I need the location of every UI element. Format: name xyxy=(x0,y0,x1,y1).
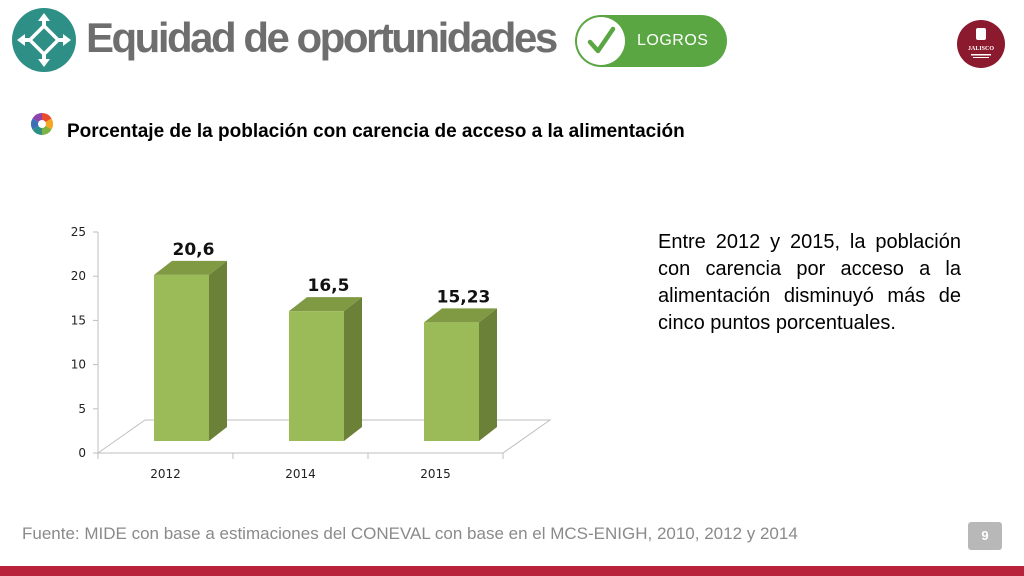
description-text: Entre 2012 y 2015, la población con care… xyxy=(658,231,961,334)
data-label: 16,5 xyxy=(308,276,350,296)
logros-badge: LOGROS xyxy=(575,15,727,67)
bar-top xyxy=(424,308,497,323)
x-tick-label: 2012 xyxy=(150,467,181,481)
bar xyxy=(154,274,209,441)
y-tick-label: 5 xyxy=(78,402,86,416)
y-tick-label: 15 xyxy=(71,313,86,327)
x-tick-label: 2014 xyxy=(285,467,316,481)
program-logo xyxy=(12,8,76,72)
jalisco-seal-icon: JALISCO xyxy=(957,20,1005,68)
x-tick-label: 2015 xyxy=(420,467,451,481)
page-title: Equidad de oportunidades xyxy=(86,14,558,61)
page-number: 9 xyxy=(968,522,1002,550)
bar-top xyxy=(154,260,227,275)
bar-side xyxy=(209,260,227,441)
seal-text: JALISCO xyxy=(967,46,994,52)
bar-top xyxy=(289,297,362,312)
bar xyxy=(424,322,479,441)
logros-label: LOGROS xyxy=(637,32,709,49)
data-label: 15,23 xyxy=(437,287,491,307)
bar xyxy=(289,311,344,441)
bar-chart: 0 5 10 15 20 25 20,6 2012 16,5 2014 15,23 2015 xyxy=(71,225,552,481)
bottom-accent-bar xyxy=(0,566,1024,576)
y-tick-label: 25 xyxy=(71,225,86,239)
bar-side xyxy=(479,308,497,441)
chart-subtitle: Porcentaje de la población con carencia … xyxy=(67,121,685,142)
source-note: Fuente: MIDE con base a estimaciones del… xyxy=(22,524,798,543)
color-wheel-icon xyxy=(31,113,53,135)
y-tick-label: 10 xyxy=(71,358,86,372)
bar-side xyxy=(344,297,362,441)
checkmark-icon xyxy=(577,17,625,65)
diamond-arrows-icon xyxy=(17,13,71,67)
y-tick-label: 0 xyxy=(78,446,86,460)
y-tick-label: 20 xyxy=(71,269,86,283)
data-label: 20,6 xyxy=(173,240,215,260)
